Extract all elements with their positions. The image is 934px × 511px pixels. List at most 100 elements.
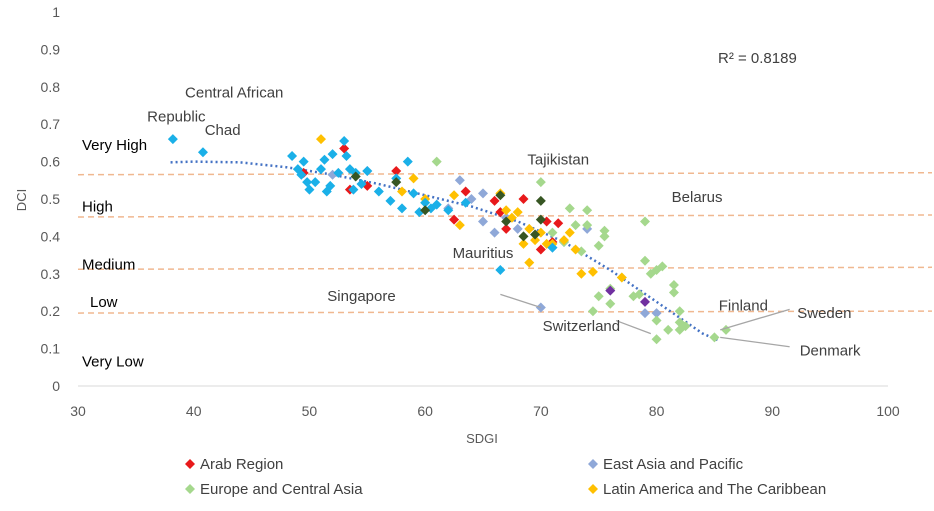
data-point	[350, 171, 361, 182]
data-point	[341, 150, 352, 161]
data-point	[348, 184, 359, 195]
data-points	[167, 134, 731, 345]
band-label: Low	[90, 294, 118, 311]
data-point	[535, 244, 546, 255]
data-point	[651, 315, 662, 326]
data-point	[518, 231, 529, 242]
leader-lines	[500, 293, 790, 348]
data-point	[535, 214, 546, 225]
data-point	[640, 308, 650, 319]
data-point	[524, 223, 535, 234]
data-point	[449, 190, 460, 201]
data-point	[339, 143, 350, 154]
annotation-label: Tajikistan	[527, 152, 589, 169]
band-label: High	[82, 198, 113, 215]
data-point	[599, 225, 610, 236]
data-point	[373, 186, 384, 197]
band-label: Very Low	[82, 354, 144, 371]
r-squared-label: R² = 0.8189	[718, 50, 797, 67]
data-point	[495, 265, 506, 276]
data-point	[605, 298, 616, 309]
data-point	[478, 188, 488, 199]
data-point	[524, 257, 535, 268]
data-point	[385, 195, 396, 206]
band-line	[77, 310, 933, 314]
data-point	[327, 149, 338, 160]
annotation-label: Belarus	[672, 189, 723, 206]
data-point	[657, 261, 668, 272]
y-tick-label: 0.7	[41, 116, 61, 132]
data-point	[570, 244, 581, 255]
data-point	[587, 266, 598, 277]
legend-marker	[588, 459, 598, 469]
annotation-label: Mauritius	[453, 245, 514, 262]
data-point	[333, 167, 344, 178]
data-point	[489, 195, 500, 206]
data-point	[518, 238, 529, 249]
data-point	[420, 205, 431, 216]
data-point	[449, 214, 460, 225]
data-point	[296, 169, 307, 180]
data-point	[512, 223, 523, 234]
data-point	[535, 177, 546, 188]
data-point	[564, 227, 575, 238]
data-point	[616, 272, 627, 283]
x-tick-label: 50	[302, 403, 318, 419]
x-tick-label: 40	[186, 403, 202, 419]
data-point	[605, 285, 616, 296]
annotation-label: Denmark	[800, 342, 861, 359]
x-tick-label: 30	[70, 403, 86, 419]
data-point	[431, 156, 442, 167]
y-tick-label: 0	[52, 378, 60, 394]
data-point	[460, 186, 471, 197]
annotation-label: Switzerland	[543, 318, 621, 335]
data-point	[553, 218, 564, 229]
data-point	[420, 197, 431, 208]
data-point	[582, 220, 593, 231]
x-tick-label: 90	[764, 403, 780, 419]
data-point	[431, 199, 442, 210]
x-tick-label: 100	[876, 403, 900, 419]
band-label: Medium	[82, 256, 135, 273]
data-point	[547, 242, 558, 253]
legend-label: Latin America and The Caribbean	[603, 481, 826, 498]
data-point	[559, 235, 569, 246]
data-point	[397, 186, 407, 197]
data-point	[402, 156, 413, 167]
data-point	[443, 205, 454, 216]
annotation-label: Finland	[719, 298, 768, 315]
data-point	[362, 165, 373, 176]
data-point	[593, 240, 604, 251]
annotation-label: Chad	[205, 122, 241, 139]
y-axis-title: DCI	[14, 189, 29, 211]
data-point	[518, 194, 529, 204]
data-point	[454, 175, 465, 186]
data-point	[489, 227, 500, 238]
x-axis-ticks: 30 40 50 60 70 80 90 100	[70, 403, 900, 419]
data-point	[599, 231, 610, 242]
leader-line	[720, 308, 790, 331]
data-point	[316, 164, 326, 175]
band-line	[77, 214, 933, 218]
band-line	[77, 266, 933, 271]
data-point	[304, 184, 315, 195]
y-tick-label: 0.6	[41, 154, 61, 170]
data-point	[495, 190, 506, 201]
leader-line	[500, 293, 542, 309]
legend-marker	[185, 459, 195, 469]
band-label: Very High	[82, 137, 147, 154]
annotation-label: Central African	[185, 84, 283, 101]
y-tick-label: 0.2	[41, 303, 61, 319]
data-point	[576, 268, 587, 279]
annotation-label: Singapore	[327, 288, 395, 305]
data-point	[582, 205, 593, 216]
y-tick-label: 0.1	[41, 341, 61, 357]
legend-label: Arab Region	[200, 456, 283, 473]
data-point	[651, 334, 662, 345]
data-point	[640, 255, 650, 266]
leader-line	[720, 336, 790, 348]
data-point	[397, 203, 407, 214]
data-point	[310, 177, 321, 188]
